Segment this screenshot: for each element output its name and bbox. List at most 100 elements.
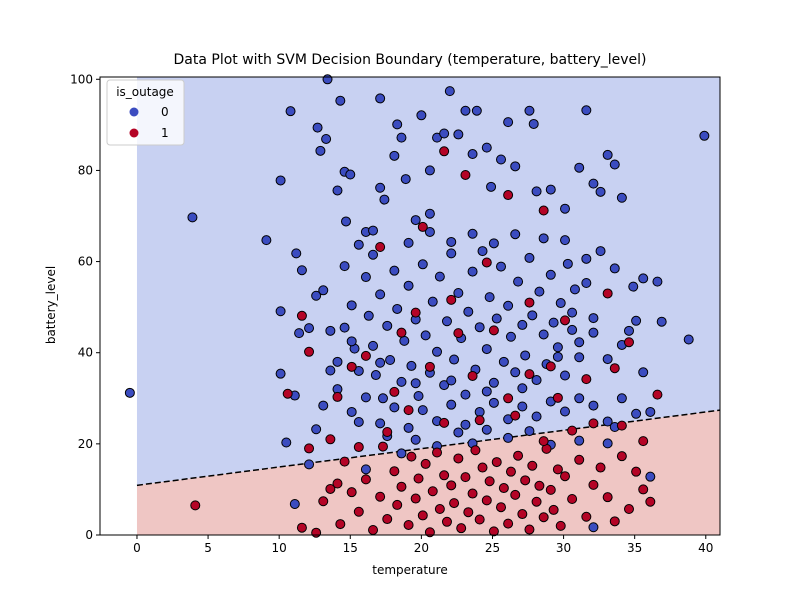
data-point-class-1 <box>332 478 343 489</box>
y-axis-label: battery_level <box>44 266 58 344</box>
data-point-class-0 <box>396 132 407 143</box>
data-point-class-0 <box>403 237 414 248</box>
data-point-class-1 <box>588 418 599 429</box>
data-point-class-0 <box>656 316 667 327</box>
data-point-class-0 <box>574 162 585 173</box>
data-point-class-0 <box>318 400 329 411</box>
y-tick-label: 60 <box>78 255 93 269</box>
data-point-class-1 <box>481 495 492 506</box>
data-point-class-0 <box>392 119 403 130</box>
data-point-class-0 <box>441 316 452 327</box>
data-point-class-0 <box>588 327 599 338</box>
data-point-class-0 <box>360 272 371 283</box>
data-point-class-0 <box>385 355 396 366</box>
data-point-class-1 <box>524 524 535 535</box>
data-point-class-0 <box>524 252 535 263</box>
data-point-class-0 <box>486 181 497 192</box>
data-point-class-1 <box>538 436 549 447</box>
data-point-class-0 <box>510 229 521 240</box>
data-point-class-1 <box>477 462 488 473</box>
data-point-class-0 <box>439 380 450 391</box>
data-points <box>124 74 710 538</box>
data-point-class-0 <box>389 150 400 161</box>
data-point-class-0 <box>304 323 315 334</box>
plot-frame <box>99 76 721 536</box>
data-point-class-1 <box>441 516 452 527</box>
data-point-class-0 <box>339 322 350 333</box>
data-point-class-1 <box>434 504 445 515</box>
data-point-class-0 <box>446 248 457 259</box>
data-point-class-1 <box>382 514 393 525</box>
chart-title: Data Plot with SVM Decision Boundary (te… <box>174 52 647 68</box>
legend-box <box>106 79 185 146</box>
data-point-class-1 <box>420 458 431 469</box>
data-point-class-1 <box>382 427 393 438</box>
data-point-class-0 <box>296 265 307 276</box>
data-point-class-0 <box>453 129 464 140</box>
data-point-class-0 <box>631 315 642 326</box>
data-point-class-1 <box>304 443 315 454</box>
data-point-class-1 <box>439 417 450 428</box>
data-point-class-1 <box>346 361 357 372</box>
data-point-class-1 <box>470 445 481 456</box>
data-point-class-1 <box>368 524 379 535</box>
data-point-class-1 <box>496 502 507 513</box>
data-point-class-1 <box>488 526 499 537</box>
data-point-class-0 <box>488 377 499 388</box>
data-point-class-1 <box>396 481 407 492</box>
data-point-class-0 <box>261 235 272 246</box>
data-point-class-0 <box>602 354 613 365</box>
data-point-class-0 <box>545 184 556 195</box>
x-tick-label: 5 <box>204 541 212 555</box>
data-point-class-0 <box>488 238 499 249</box>
data-point-class-0 <box>291 248 302 259</box>
data-point-class-1 <box>524 369 535 380</box>
data-point-class-0 <box>446 236 457 247</box>
data-point-class-0 <box>187 212 198 223</box>
data-point-class-0 <box>602 438 613 449</box>
data-point-class-1 <box>456 523 467 534</box>
data-point-class-1 <box>645 496 656 507</box>
data-point-class-1 <box>616 451 627 462</box>
data-point-class-0 <box>481 344 492 355</box>
data-point-class-0 <box>510 367 521 378</box>
data-point-class-0 <box>444 86 455 97</box>
data-point-class-0 <box>474 406 485 417</box>
data-point-class-0 <box>424 165 435 176</box>
data-point-class-1 <box>360 474 371 485</box>
data-point-class-0 <box>325 325 336 336</box>
y-tick-label: 40 <box>78 346 93 360</box>
data-point-class-1 <box>417 510 428 521</box>
data-point-class-0 <box>289 499 300 510</box>
data-point-class-1 <box>460 472 471 483</box>
data-point-class-0 <box>569 284 580 295</box>
data-point-class-1 <box>602 288 613 299</box>
data-point-class-1 <box>311 527 322 538</box>
data-point-class-0 <box>560 235 570 246</box>
data-point-class-0 <box>467 149 478 160</box>
data-point-class-0 <box>560 203 570 214</box>
data-point-class-0 <box>531 411 542 422</box>
data-point-class-1 <box>545 361 556 372</box>
data-point-class-1 <box>609 516 620 527</box>
data-point-class-1 <box>392 499 403 510</box>
data-point-class-0 <box>439 128 450 139</box>
data-point-class-0 <box>416 110 427 121</box>
data-point-class-1 <box>545 484 556 495</box>
data-point-class-0 <box>609 263 620 274</box>
data-point-class-1 <box>406 451 417 462</box>
data-point-class-0 <box>488 397 499 408</box>
data-point-class-1 <box>449 498 460 509</box>
data-point-class-0 <box>567 324 578 335</box>
data-point-class-0 <box>311 424 322 435</box>
data-point-class-0 <box>417 259 428 270</box>
data-point-class-1 <box>552 392 563 403</box>
data-point-class-0 <box>645 471 656 482</box>
data-point-class-0 <box>375 418 386 429</box>
data-point-class-1 <box>396 327 407 338</box>
data-point-class-0 <box>574 393 585 404</box>
data-point-class-1 <box>534 480 545 491</box>
data-point-class-1 <box>631 466 642 477</box>
data-point-class-0 <box>609 159 620 170</box>
data-point-class-1 <box>453 453 464 464</box>
